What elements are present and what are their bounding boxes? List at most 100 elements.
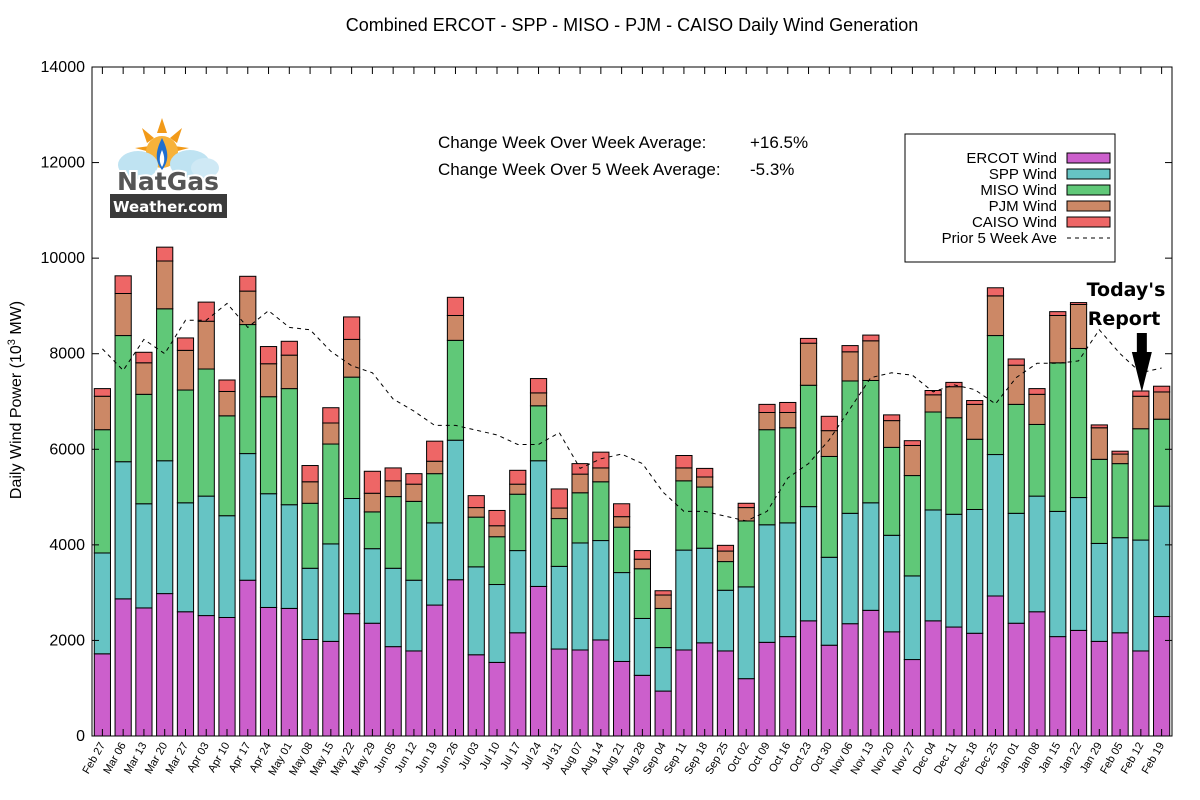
bar-caiso-wind-nov-13: [862, 334, 880, 342]
bar-ercot-wind-dec-04: [924, 620, 942, 737]
bar-caiso-wind-jan-22: [1069, 302, 1088, 305]
bar-miso-wind-jan-01: [1007, 403, 1025, 514]
bar-miso-wind-may-15: [322, 443, 340, 545]
bar-miso-wind-jan-08: [1028, 423, 1046, 497]
bar-miso-wind-jun-12: [405, 500, 423, 581]
bar-miso-wind-mar-06: [114, 335, 132, 463]
bar-ercot-wind-dec-11: [945, 626, 963, 737]
bar-miso-wind-sep-18: [696, 486, 714, 549]
bar-ercot-wind-mar-20: [156, 593, 174, 737]
bar-pjm-wind-sep-11: [675, 467, 693, 482]
legend-label-spp-wind: SPP Wind: [989, 166, 1057, 183]
five-week-change-value: -5.3%: [750, 160, 794, 179]
bar-miso-wind-aug-21: [613, 526, 631, 574]
bar-pjm-wind-mar-27: [176, 349, 195, 391]
bar-miso-wind-jun-19: [426, 473, 444, 524]
plot-frame: [91, 66, 1173, 737]
bar-ercot-wind-feb-19: [1153, 616, 1171, 737]
prior-5-week-line-layer: [102, 302, 1162, 522]
bar-miso-wind-aug-07: [571, 492, 589, 544]
bar-spp-wind-jul-24: [529, 460, 548, 587]
bar-spp-wind-mar-13: [135, 503, 153, 609]
todays-report-line1: Today's: [1087, 279, 1166, 301]
y-axis-label: Daily Wind Power (103 MW): [6, 301, 25, 499]
bar-pjm-wind-aug-14: [592, 467, 610, 483]
bar-pjm-wind-nov-20: [883, 420, 901, 448]
bar-miso-wind-jul-24: [529, 405, 548, 462]
bar-caiso-wind-jul-31: [550, 488, 568, 509]
bar-spp-wind-aug-07: [571, 542, 589, 651]
bar-ercot-wind-jun-12: [405, 650, 423, 737]
bar-pjm-wind-mar-13: [135, 362, 153, 395]
legend-swatch-pjm-wind: [1066, 200, 1111, 212]
bar-caiso-wind-jun-19: [426, 440, 444, 462]
bar-miso-wind-jul-17: [509, 493, 527, 552]
bar-ercot-wind-jan-08: [1028, 611, 1046, 737]
bar-miso-wind-apr-10: [218, 415, 236, 517]
bar-miso-wind-feb-27: [93, 429, 111, 554]
bar-caiso-wind-apr-10: [218, 379, 236, 392]
bar-spp-wind-aug-14: [592, 540, 610, 641]
bar-spp-wind-feb-05: [1111, 537, 1129, 634]
bar-caiso-wind-oct-02: [737, 502, 755, 509]
bar-miso-wind-jul-03: [467, 516, 485, 568]
bar-caiso-wind-jan-29: [1090, 424, 1108, 429]
bar-pjm-wind-may-29: [363, 492, 381, 513]
bar-miso-wind-nov-27: [903, 475, 921, 577]
bar-spp-wind-mar-06: [114, 461, 132, 600]
y-tick-label: 2000: [49, 632, 85, 649]
bar-spp-wind-jan-08: [1028, 495, 1046, 613]
bar-caiso-wind-feb-12: [1132, 390, 1150, 397]
bar-caiso-wind-may-08: [301, 465, 319, 483]
bar-pjm-wind-apr-03: [197, 320, 215, 370]
bar-miso-wind-dec-25: [986, 335, 1005, 456]
legend-label-ercot-wind: ERCOT Wind: [966, 150, 1057, 167]
bar-miso-wind-dec-11: [945, 417, 963, 515]
bar-caiso-wind-oct-30: [820, 415, 838, 432]
legend-label-miso-wind: MISO Wind: [980, 182, 1057, 199]
bar-pjm-wind-apr-24: [259, 363, 278, 398]
bar-miso-wind-dec-04: [924, 411, 942, 511]
bar-ercot-wind-oct-30: [820, 644, 838, 737]
bar-pjm-wind-feb-19: [1153, 391, 1171, 420]
bar-spp-wind-feb-27: [93, 552, 111, 655]
bar-pjm-wind-nov-27: [903, 444, 921, 477]
legend-swatch-spp-wind: [1066, 168, 1111, 180]
bar-caiso-wind-feb-05: [1111, 450, 1129, 455]
bar-pjm-wind-jan-15: [1049, 314, 1067, 364]
bar-ercot-wind-feb-12: [1132, 650, 1150, 737]
bar-spp-wind-sep-11: [675, 549, 693, 651]
y-tick-label: 14000: [41, 59, 86, 76]
bar-caiso-wind-may-15: [322, 407, 340, 424]
bar-spp-wind-dec-18: [966, 509, 984, 634]
bar-spp-wind-sep-18: [696, 547, 714, 644]
bar-spp-wind-oct-16: [779, 522, 797, 638]
bar-pjm-wind-jan-01: [1007, 364, 1025, 405]
bar-pjm-wind-jul-03: [467, 507, 485, 518]
bar-pjm-wind-oct-02: [737, 507, 755, 522]
bar-ercot-wind-may-08: [301, 638, 319, 737]
y-tick-label: 6000: [49, 441, 85, 458]
bar-spp-wind-nov-27: [903, 575, 921, 661]
bar-ercot-wind-sep-18: [696, 642, 714, 737]
bar-spp-wind-jun-05: [384, 567, 402, 648]
bar-caiso-wind-oct-16: [779, 401, 797, 413]
bar-ercot-wind-oct-16: [779, 636, 797, 737]
bar-ercot-wind-jun-05: [384, 646, 402, 737]
bar-pjm-wind-jan-08: [1028, 393, 1046, 425]
bar-ercot-wind-nov-27: [903, 659, 921, 737]
legend-label-pjm-wind: PJM Wind: [989, 198, 1057, 215]
y-tick-label: 10000: [41, 250, 86, 267]
bar-miso-wind-oct-02: [737, 520, 755, 588]
bar-caiso-wind-jan-15: [1049, 311, 1067, 316]
bar-caiso-wind-mar-06: [114, 275, 132, 295]
bar-miso-wind-sep-25: [716, 561, 735, 591]
bar-caiso-wind-oct-09: [758, 403, 776, 413]
bar-spp-wind-jul-10: [488, 584, 506, 663]
bar-ercot-wind-dec-18: [966, 632, 984, 737]
bar-spp-wind-sep-25: [716, 589, 735, 652]
bar-ercot-wind-may-29: [363, 622, 381, 737]
bar-pjm-wind-aug-21: [613, 516, 631, 528]
bar-pjm-wind-may-15: [322, 422, 340, 445]
